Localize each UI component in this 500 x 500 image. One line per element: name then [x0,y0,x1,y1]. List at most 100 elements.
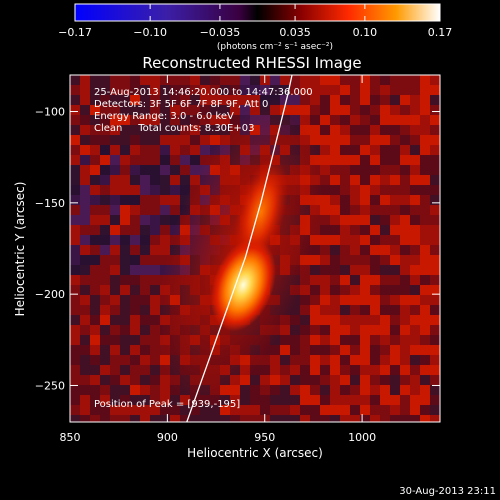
image-pixel [80,85,91,96]
image-pixel [270,385,281,396]
image-pixel [160,225,171,236]
image-pixel [310,85,321,96]
image-pixel [80,245,91,256]
image-pixel [90,75,101,86]
image-pixel [420,185,431,196]
image-pixel [330,75,341,86]
image-pixel [290,85,301,96]
image-pixel [110,225,121,236]
chart-title: Reconstructed RHESSI Image [142,54,361,72]
image-pixel [400,255,411,266]
image-pixel [430,265,440,276]
image-pixel [430,95,440,106]
image-pixel [290,365,301,376]
image-pixel [360,145,371,156]
image-pixel [290,325,301,336]
peak-position-label: Position of Peak = [939,-195] [94,399,240,410]
image-pixel [130,195,141,206]
image-pixel [260,385,271,396]
image-pixel [150,275,161,286]
image-pixel [270,375,281,386]
image-pixel [110,195,121,206]
image-pixel [170,105,181,116]
image-pixel [150,265,161,276]
image-pixel [110,235,121,246]
image-pixel [370,395,381,406]
image-pixel [400,395,411,406]
image-pixel [290,385,301,396]
image-pixel [150,335,161,346]
image-pixel [350,405,361,416]
image-pixel [70,85,81,96]
image-pixel [360,285,371,296]
image-pixel [130,385,141,396]
image-pixel [380,255,391,266]
image-pixel [310,325,321,336]
image-pixel [310,275,321,286]
image-pixel [280,355,291,366]
image-pixel [280,375,291,386]
colorbar-units-label: (photons cm⁻² s⁻¹ asec⁻²) [217,42,333,52]
image-pixel [110,315,121,326]
image-pixel [400,345,411,356]
image-pixel [410,315,421,326]
image-pixel [190,115,201,126]
image-pixel [130,135,141,146]
image-pixel [70,95,81,106]
image-pixel [410,195,421,206]
image-pixel [120,145,131,156]
image-pixel [350,385,361,396]
image-pixel [90,415,101,422]
image-pixel [210,105,221,116]
image-pixel [380,295,391,306]
image-pixel [120,215,131,226]
image-pixel [370,335,381,346]
secondary-source [233,158,289,266]
colorbar-tick-label: 0.17 [428,26,453,39]
image-pixel [320,145,331,156]
image-pixel [370,115,381,126]
image-pixel [380,375,391,386]
image-pixel [410,165,421,176]
image-pixel [80,405,91,416]
image-pixel [270,415,281,422]
image-pixel [390,165,401,176]
image-pixel [310,365,321,376]
image-pixel [210,75,221,86]
image-pixel [100,135,111,146]
image-pixel [410,395,421,406]
image-pixel [90,155,101,166]
image-pixel [160,405,171,416]
image-pixel [310,265,321,276]
image-pixel [80,305,91,316]
image-pixel [70,105,81,116]
image-pixel [140,375,151,386]
image-pixel [130,175,141,186]
image-pixel [420,395,431,406]
image-pixel [160,195,171,206]
image-pixel [120,195,131,206]
image-pixel [350,105,361,116]
image-pixel [340,165,351,176]
image-pixel [270,365,281,376]
image-pixel [350,135,361,146]
image-pixel [330,305,341,316]
image-pixel [180,75,191,86]
image-pixel [110,265,121,276]
image-pixel [120,245,131,256]
y-tick-label: −100 [35,106,65,119]
image-pixel [80,205,91,216]
image-pixel [370,195,381,206]
image-pixel [140,215,151,226]
image-pixel [370,315,381,326]
x-tick-label: 1000 [348,431,376,444]
image-pixel [70,205,81,216]
image-pixel [90,105,101,116]
plot-timestamp: 30-Aug-2013 23:11 [399,486,496,497]
image-pixel [430,125,440,136]
image-pixel [220,405,231,416]
image-pixel [110,95,121,106]
image-pixel [420,325,431,336]
image-pixel [360,165,371,176]
info-block: 25-Aug-2013 14:46:20.000 to 14:47:36.000… [94,87,313,134]
